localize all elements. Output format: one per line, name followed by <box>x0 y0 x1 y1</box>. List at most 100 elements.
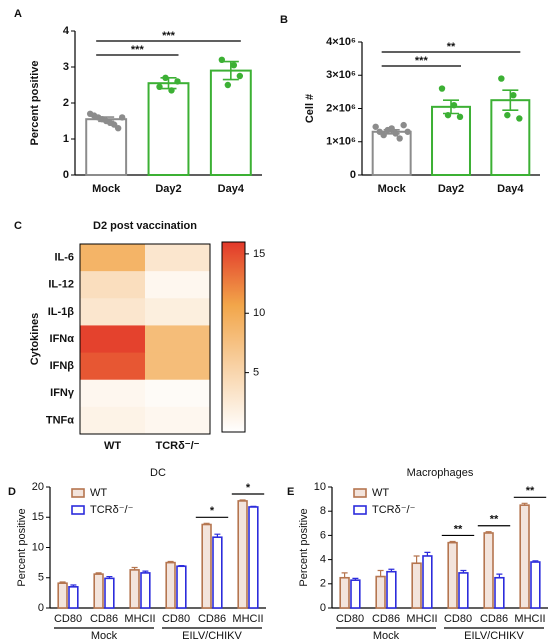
y-tick-label: 3×10⁶ <box>326 69 356 81</box>
legend-swatch <box>353 505 367 515</box>
y-tick-label: 2×10⁶ <box>326 102 356 114</box>
error-bar <box>532 560 539 563</box>
y-axis-label: Percent positive <box>29 61 41 146</box>
chart-title: Macrophages <box>407 467 474 479</box>
significance-label: *** <box>131 44 145 56</box>
y-axis-label: Cytokines <box>29 313 41 366</box>
error-bar <box>443 99 459 115</box>
bar <box>201 523 212 609</box>
x-tick-label: Day2 <box>438 183 464 195</box>
data-point <box>516 115 523 122</box>
heatmap-cell <box>80 271 146 299</box>
error-bar <box>70 584 77 587</box>
group-label: EILV/CHIKV <box>182 630 242 642</box>
error-bar <box>142 570 149 573</box>
significance-label: ** <box>526 485 535 497</box>
row-label: TNFα <box>46 414 74 426</box>
x-tick-label: Day4 <box>497 183 524 195</box>
legend-swatch <box>71 505 85 515</box>
y-tick-label: 6 <box>320 529 326 541</box>
data-point <box>456 113 464 121</box>
row-label: IL-6 <box>54 251 74 263</box>
row-label: IFNβ <box>50 360 75 372</box>
significance-label: *** <box>415 55 429 67</box>
bar <box>350 579 361 609</box>
bar <box>165 561 176 609</box>
bar <box>375 575 386 609</box>
data-point <box>236 72 244 80</box>
y-tick-label: 20 <box>32 481 44 493</box>
data-point <box>504 111 511 119</box>
y-axis-label: Percent positive <box>16 508 28 586</box>
bar <box>411 562 422 609</box>
y-tick-label: 2 <box>63 97 69 109</box>
legend-swatch <box>71 488 85 498</box>
x-tick-label: MHCII <box>514 613 545 625</box>
data-point <box>450 101 458 109</box>
panel-label: D <box>8 486 16 498</box>
x-tick-label: Day4 <box>218 183 245 195</box>
x-tick-label: CD86 <box>372 613 400 625</box>
error-bar <box>106 575 113 579</box>
x-tick-label: MHCII <box>232 613 263 625</box>
x-tick-label: CD80 <box>444 613 472 625</box>
error-bar <box>377 569 384 577</box>
heatmap-cell <box>145 379 211 408</box>
error-bar <box>214 533 221 538</box>
y-tick-label: 5 <box>38 572 44 584</box>
error-bar <box>496 573 503 578</box>
heatmap-cell <box>80 244 146 272</box>
data-point <box>400 121 407 129</box>
y-tick-label: 0 <box>320 602 326 614</box>
legend-label: TCRδ⁻/⁻ <box>372 504 416 516</box>
error-bar <box>485 531 492 533</box>
colorbar <box>221 241 246 433</box>
y-tick-label: 10 <box>32 541 44 553</box>
y-tick-label: 1 <box>63 133 69 145</box>
x-tick-label: Mock <box>378 183 407 195</box>
heatmap-cell <box>145 406 211 435</box>
legend-label: WT <box>372 487 389 499</box>
y-tick-label: 10 <box>314 481 326 493</box>
heatmap-cell <box>80 379 146 408</box>
y-tick-label: 4×10⁶ <box>326 36 356 48</box>
x-tick-label: CD86 <box>480 613 508 625</box>
panel-label: B <box>280 14 288 26</box>
y-axis-label: Cell # <box>304 94 316 123</box>
y-tick-label: 2 <box>320 578 326 590</box>
bar <box>422 555 433 609</box>
significance-label: ** <box>447 41 456 53</box>
bar <box>447 541 458 609</box>
error-bar <box>460 569 467 573</box>
x-tick-label: MHCII <box>124 613 155 625</box>
heatmap-cell <box>80 406 146 435</box>
bar <box>386 570 397 609</box>
x-tick-label: Mock <box>92 183 121 195</box>
bar <box>176 565 187 609</box>
x-tick-label: CD86 <box>90 613 118 625</box>
data-point <box>380 131 387 139</box>
significance-label: * <box>210 505 215 517</box>
group-label: Mock <box>91 630 118 642</box>
heatmap-frame <box>79 243 211 435</box>
bar <box>248 506 259 609</box>
error-bar <box>167 560 174 563</box>
error-bar <box>178 565 185 567</box>
data-point <box>396 135 403 142</box>
data-point <box>174 78 181 85</box>
x-tick-label: MHCII <box>406 613 437 625</box>
bar <box>371 130 412 176</box>
y-tick-label: 0 <box>350 169 356 181</box>
significance-label: ** <box>454 523 463 535</box>
error-bar <box>222 60 239 81</box>
bar <box>93 573 104 609</box>
data-point <box>404 128 411 135</box>
bar <box>237 500 248 609</box>
error-bar <box>424 551 431 556</box>
bar <box>57 582 68 609</box>
y-axis-label: Percent positive <box>298 508 310 586</box>
y-tick-label: 4 <box>63 25 70 37</box>
heatmap-cell <box>145 271 211 299</box>
heatmap-cell <box>80 352 146 381</box>
x-tick-label: CD80 <box>336 613 364 625</box>
